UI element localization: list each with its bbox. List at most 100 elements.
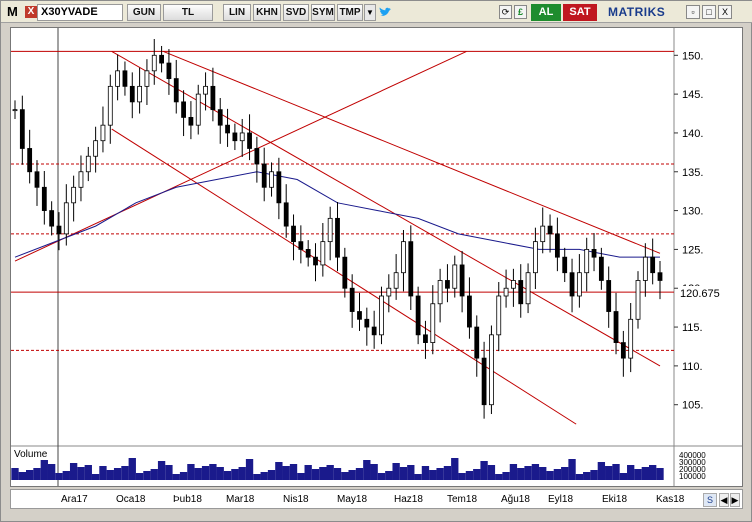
volume-bar xyxy=(304,465,312,480)
volume-bar xyxy=(517,468,525,480)
volume-bar xyxy=(69,463,78,480)
close-icon[interactable]: X xyxy=(718,5,732,19)
symbol-field[interactable]: X30YVADE xyxy=(37,4,123,21)
volume-bar xyxy=(656,468,664,480)
sym-button[interactable]: SYM xyxy=(311,4,335,21)
volume-tick-label: 200000 xyxy=(679,465,706,474)
candle-body xyxy=(254,148,260,165)
volume-bar xyxy=(201,466,210,480)
maximize-icon[interactable]: □ xyxy=(702,5,716,19)
candle-body xyxy=(327,217,333,243)
candle-body xyxy=(93,140,99,157)
volume-bar xyxy=(143,471,151,480)
sell-button[interactable]: SAT xyxy=(563,4,597,21)
period-gun-button[interactable]: GUN xyxy=(127,4,161,21)
x-axis-label: May18 xyxy=(337,494,368,505)
volume-bar xyxy=(605,466,613,480)
candle-body xyxy=(217,109,223,126)
sync-icon[interactable]: S xyxy=(703,493,717,507)
candle-body xyxy=(313,256,318,266)
candle-body xyxy=(408,241,414,297)
khn-button[interactable]: KHN xyxy=(253,4,281,21)
trend-line xyxy=(163,50,661,254)
volume-bar xyxy=(421,466,430,480)
volume-bar xyxy=(62,471,70,480)
candle-body xyxy=(203,85,208,95)
candle-body xyxy=(159,54,164,64)
volume-bar xyxy=(113,468,122,480)
volume-bar xyxy=(509,464,518,480)
candle-body xyxy=(452,264,458,289)
minimize-icon[interactable]: ▫ xyxy=(686,5,700,19)
volume-bar xyxy=(311,469,320,480)
chevron-down-icon[interactable]: ▼ xyxy=(364,4,376,21)
candle-body xyxy=(357,311,362,320)
volume-bar xyxy=(612,464,620,480)
svd-button[interactable]: SVD xyxy=(283,4,309,21)
candle-body xyxy=(598,256,604,281)
tmp-button[interactable]: TMP xyxy=(337,4,363,21)
twitter-bird-icon[interactable] xyxy=(378,5,392,19)
volume-bar xyxy=(55,473,63,480)
volume-bar xyxy=(260,472,268,480)
volume-bar xyxy=(392,463,400,480)
volume-bar xyxy=(209,464,217,480)
volume-bar xyxy=(649,465,657,480)
app-icon[interactable]: M xyxy=(7,4,18,19)
volume-bar xyxy=(319,467,327,480)
volume-bar xyxy=(165,465,173,480)
candle-body xyxy=(34,171,40,188)
volume-bar xyxy=(84,465,92,480)
candle-body xyxy=(415,295,421,336)
scroll-left-icon[interactable]: ◀ xyxy=(719,493,729,507)
last-price-label: 120.675 xyxy=(680,288,720,300)
volume-bar xyxy=(282,466,290,480)
candle-body xyxy=(540,225,546,243)
buy-button[interactable]: AL xyxy=(531,4,561,21)
candle-body xyxy=(283,202,289,227)
candle-body xyxy=(386,287,392,297)
lin-button[interactable]: LIN xyxy=(223,4,251,21)
volume-bar xyxy=(25,470,34,480)
volume-bar xyxy=(436,468,444,480)
volume-bar xyxy=(231,469,239,480)
volume-bar xyxy=(377,473,386,480)
volume-bar xyxy=(238,467,246,480)
y-tick-label: 135. xyxy=(682,167,703,179)
volume-bar xyxy=(326,465,334,480)
volume-bar xyxy=(568,459,576,480)
refresh-icon[interactable]: ⟳ xyxy=(499,5,512,19)
x-axis-label: Kas18 xyxy=(656,494,685,505)
candle-body xyxy=(335,217,340,258)
chart-canvas[interactable]: 150.145.140.135.130.125.120.115.110.105.… xyxy=(11,28,742,486)
volume-bar xyxy=(341,472,349,480)
candle-body xyxy=(232,132,238,142)
candle-body xyxy=(613,311,619,343)
volume-bar xyxy=(443,466,452,480)
volume-bar xyxy=(583,472,591,480)
volume-bar xyxy=(77,467,85,480)
volume-tick-label: 400000 xyxy=(679,451,706,460)
candle-body xyxy=(481,357,487,406)
candle-body xyxy=(225,124,230,134)
volume-bar xyxy=(245,459,254,480)
candle-body xyxy=(576,272,582,297)
currency-icon[interactable]: £ xyxy=(514,5,527,19)
volume-bar xyxy=(465,471,474,480)
x-axis-label: Mar18 xyxy=(226,494,255,505)
price-chart[interactable]: 150.145.140.135.130.125.120.115.110.105.… xyxy=(10,27,743,487)
candle-body xyxy=(379,295,384,336)
volume-bar xyxy=(253,474,261,480)
last-price-box xyxy=(678,286,740,300)
candle-body xyxy=(100,124,106,142)
candle-body xyxy=(71,186,77,204)
scroll-right-icon[interactable]: ▶ xyxy=(730,493,740,507)
close-symbol-icon[interactable]: X xyxy=(25,6,37,18)
candle-body xyxy=(635,280,641,320)
candle-body xyxy=(518,280,524,305)
candle-body xyxy=(122,70,128,87)
currency-tl-button[interactable]: TL xyxy=(163,4,213,21)
volume-bar xyxy=(179,472,188,480)
candle-body xyxy=(650,256,656,274)
